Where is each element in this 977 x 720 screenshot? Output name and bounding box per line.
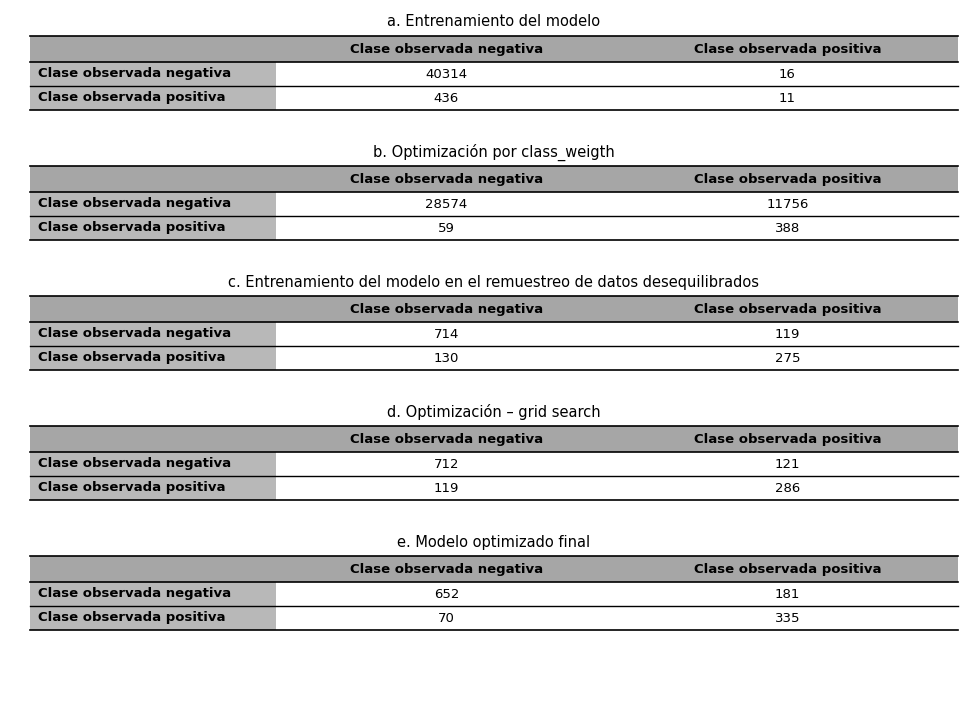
Text: 40314: 40314 <box>425 68 467 81</box>
Bar <box>30 166 276 192</box>
Text: Clase observada positiva: Clase observada positiva <box>38 611 226 624</box>
Text: 11756: 11756 <box>766 197 808 210</box>
Text: e. Modelo optimizado final: e. Modelo optimizado final <box>397 534 590 549</box>
Text: 28574: 28574 <box>425 197 467 210</box>
Bar <box>30 86 276 110</box>
Bar <box>276 166 616 192</box>
Text: 70: 70 <box>438 611 454 624</box>
Bar <box>30 62 276 86</box>
Text: Clase observada positiva: Clase observada positiva <box>38 351 226 364</box>
Bar <box>616 556 957 582</box>
Bar <box>30 296 276 322</box>
Bar <box>30 346 276 370</box>
Bar <box>616 62 957 86</box>
Text: 59: 59 <box>438 222 454 235</box>
Text: Clase observada positiva: Clase observada positiva <box>693 42 880 55</box>
Text: Clase observada positiva: Clase observada positiva <box>693 173 880 186</box>
Bar <box>616 216 957 240</box>
Text: 119: 119 <box>434 482 458 495</box>
Text: 121: 121 <box>774 457 799 470</box>
Bar <box>276 582 616 606</box>
Bar <box>276 36 616 62</box>
Bar <box>30 556 276 582</box>
Text: Clase observada negativa: Clase observada negativa <box>38 68 231 81</box>
Text: 16: 16 <box>779 68 795 81</box>
Bar <box>616 606 957 630</box>
Bar <box>30 192 276 216</box>
Bar <box>616 296 957 322</box>
Text: 130: 130 <box>434 351 458 364</box>
Bar <box>276 452 616 476</box>
Text: b. Optimización por class_weigth: b. Optimización por class_weigth <box>373 143 615 161</box>
Bar <box>276 346 616 370</box>
Bar <box>616 346 957 370</box>
Bar <box>276 426 616 452</box>
Bar <box>30 322 276 346</box>
Text: 119: 119 <box>774 328 799 341</box>
Bar <box>616 166 957 192</box>
Bar <box>276 62 616 86</box>
Bar <box>616 582 957 606</box>
Bar <box>30 582 276 606</box>
Bar <box>276 606 616 630</box>
Bar <box>616 86 957 110</box>
Text: Clase observada negativa: Clase observada negativa <box>350 433 542 446</box>
Bar <box>276 216 616 240</box>
Text: Clase observada positiva: Clase observada positiva <box>38 222 226 235</box>
Bar <box>276 192 616 216</box>
Bar <box>30 452 276 476</box>
Bar <box>276 556 616 582</box>
Text: Clase observada positiva: Clase observada positiva <box>693 302 880 315</box>
Bar <box>276 322 616 346</box>
Text: a. Entrenamiento del modelo: a. Entrenamiento del modelo <box>387 14 600 30</box>
Text: Clase observada negativa: Clase observada negativa <box>38 457 231 470</box>
Text: 714: 714 <box>434 328 458 341</box>
Text: 181: 181 <box>774 588 799 600</box>
Bar <box>616 322 957 346</box>
Text: Clase observada positiva: Clase observada positiva <box>38 91 226 104</box>
Text: 335: 335 <box>774 611 799 624</box>
Bar <box>616 452 957 476</box>
Text: 275: 275 <box>774 351 799 364</box>
Text: d. Optimización – grid search: d. Optimización – grid search <box>387 404 600 420</box>
Text: Clase observada negativa: Clase observada negativa <box>38 197 231 210</box>
Text: Clase observada positiva: Clase observada positiva <box>693 433 880 446</box>
Text: Clase observada negativa: Clase observada negativa <box>350 562 542 575</box>
Bar <box>30 216 276 240</box>
Text: 388: 388 <box>774 222 799 235</box>
Text: Clase observada negativa: Clase observada negativa <box>38 328 231 341</box>
Bar <box>276 86 616 110</box>
Text: Clase observada negativa: Clase observada negativa <box>350 302 542 315</box>
Bar <box>616 426 957 452</box>
Text: c. Entrenamiento del modelo en el remuestreo de datos desequilibrados: c. Entrenamiento del modelo en el remues… <box>229 274 759 289</box>
Bar <box>616 192 957 216</box>
Text: 436: 436 <box>434 91 458 104</box>
Text: Clase observada negativa: Clase observada negativa <box>350 173 542 186</box>
Text: Clase observada positiva: Clase observada positiva <box>38 482 226 495</box>
Text: Clase observada negativa: Clase observada negativa <box>38 588 231 600</box>
Text: 286: 286 <box>774 482 799 495</box>
Text: 712: 712 <box>433 457 459 470</box>
Text: 652: 652 <box>434 588 458 600</box>
Bar <box>30 606 276 630</box>
Text: Clase observada negativa: Clase observada negativa <box>350 42 542 55</box>
Bar <box>276 476 616 500</box>
Text: 11: 11 <box>779 91 795 104</box>
Bar <box>30 476 276 500</box>
Bar <box>616 476 957 500</box>
Bar <box>616 36 957 62</box>
Text: Clase observada positiva: Clase observada positiva <box>693 562 880 575</box>
Bar <box>30 36 276 62</box>
Bar <box>276 296 616 322</box>
Bar <box>30 426 276 452</box>
